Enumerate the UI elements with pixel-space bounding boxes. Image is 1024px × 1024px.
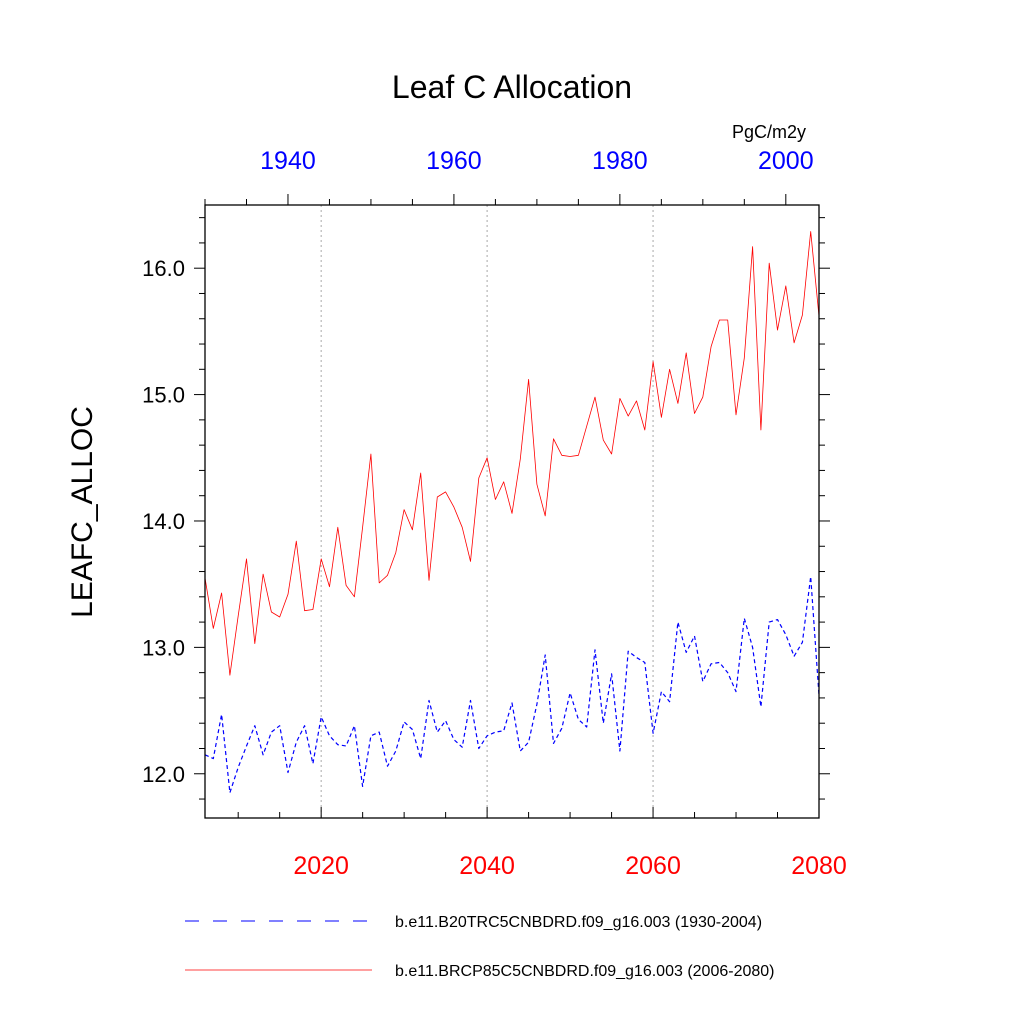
y-axis-label: LEAFC_ALLOC [66,406,99,618]
x-tick-label-top: 1980 [592,147,648,175]
legend-label-historical: b.e11.B20TRC5CNBDRD.f09_g16.003 (1930-20… [395,914,762,931]
series-line-1 [204,231,820,676]
y-tick-label: 16.0 [142,256,185,281]
tick-marks [194,194,830,818]
x-tick-label-bottom: 2020 [293,852,349,880]
x-tick-label-top: 1940 [260,147,316,175]
series-layer [204,231,820,794]
y-tick-label: 12.0 [142,762,185,787]
y-tick-label: 13.0 [142,635,185,660]
series-line-0 [204,575,820,794]
x-tick-label-bottom: 2060 [625,852,681,880]
legend: b.e11.B20TRC5CNBDRD.f09_g16.003 (1930-20… [185,914,774,980]
x-tick-label-bottom: 2040 [459,852,515,880]
tick-labels: 12.0 13.0 14.0 15.0 16.0 2020 2040 2060 2080 1940… [142,147,847,880]
y-tick-label: 15.0 [142,383,185,408]
plot-frame [204,204,820,819]
chart-title: Leaf C Allocation [392,69,632,105]
y-tick-label: 14.0 [142,509,185,534]
x-tick-label-bottom: 2080 [791,852,847,880]
units-label: PgC/m2y [732,122,806,142]
legend-label-rcp85: b.e11.BRCP85C5CNBDRD.f09_g16.003 (2006-2… [395,963,774,980]
x-tick-label-top: 1960 [426,147,482,175]
grid-lines [320,205,654,818]
x-tick-label-top: 2000 [758,147,814,175]
